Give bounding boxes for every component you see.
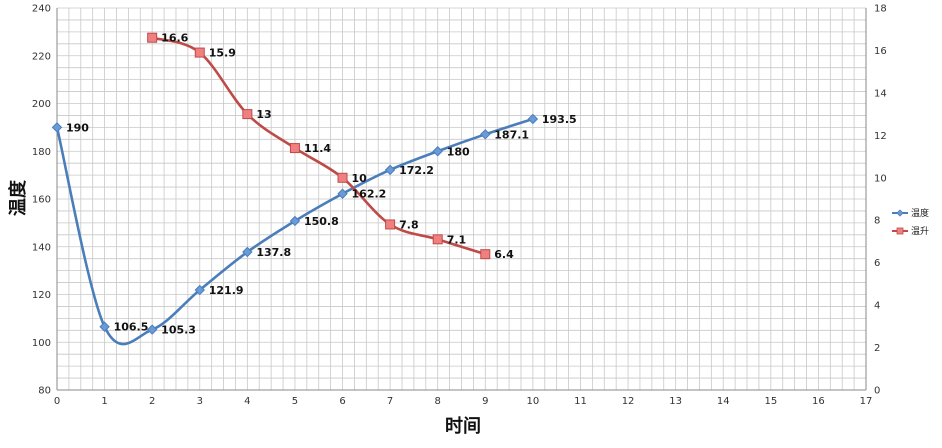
axes [56,8,867,391]
y-tick-label: 100 [32,338,51,349]
temperature-point [337,188,348,199]
temperature-rise-point [147,32,158,43]
temperature-point [51,122,63,133]
series-group [51,32,539,346]
temperature-point [384,164,396,176]
x-tick-label: 2 [149,396,155,407]
y2-tick-label: 10 [874,173,887,184]
temperature-point [432,146,443,157]
temperature-data-label: 162.2 [352,188,387,201]
temperature-rise-data-label: 11.4 [304,142,331,155]
x-tick-label: 14 [717,396,730,407]
temperature-rise-data-label: 10 [352,172,368,185]
x-tick-label: 4 [244,396,250,407]
temperature-data-label: 190 [66,121,89,134]
x-tick-label: 7 [387,396,393,407]
temperature-rise-point [337,172,348,183]
temperature-point [527,113,539,125]
y2-tick-label: 4 [874,301,880,312]
y-tick-label: 180 [32,147,51,158]
x-tick-label: 16 [812,396,825,407]
temperature-data-label: 121.9 [209,284,244,297]
temperature-rise-data-label: 13 [256,108,271,121]
x-axis-title: 时间 [445,416,481,437]
x-tick-label: 17 [860,396,873,407]
y-tick-label: 240 [32,4,51,15]
y2-tick-label: 2 [874,343,880,354]
x-tick-label: 11 [574,396,587,407]
temperature-point [194,284,205,296]
x-tick-label: 12 [622,396,635,407]
temperature-rise-point [432,234,443,245]
temperature-point [146,324,158,335]
temperature-point [480,129,491,140]
temperature-rise-point [385,219,396,230]
temperature-rise-data-label: 7.8 [399,218,419,231]
temperature-data-label: 180 [447,145,470,158]
temperature-data-label: 193.5 [542,113,577,126]
y2-tick-label: 8 [874,216,880,227]
temperature-point [242,246,253,258]
x-tick-label: 0 [54,396,60,407]
legend-label-temperature: 温度 [911,207,929,219]
x-tick-label: 5 [292,396,298,407]
x-tick-label: 6 [339,396,345,407]
legend-marker-temperature [896,209,904,217]
temperature-rise-point [289,143,300,154]
temperature-data-label: 172.2 [399,164,434,177]
temperature-point [289,215,301,227]
y2-tick-label: 18 [874,4,887,15]
y2-tick-label: 14 [874,88,887,99]
y-tick-label: 140 [32,242,51,253]
x-tick-label: 13 [669,396,682,407]
temperature-rise-data-label: 16.6 [161,32,188,45]
y-tick-label: 220 [32,51,51,62]
x-tick-label: 15 [764,396,777,407]
legend-label-temperature-rise: 温升 [911,226,929,237]
temperature-data-label: 105.3 [161,324,196,337]
temperature-rise-point [194,47,205,58]
y-tick-label: 200 [32,99,51,110]
y2-tick-label: 6 [874,258,880,269]
x-tick-label: 1 [101,396,107,407]
y-tick-label: 160 [32,195,51,206]
grid [56,7,867,391]
y-tick-label: 80 [38,386,51,397]
x-tick-label: 10 [527,396,540,407]
y-axis-title: 温度 [7,179,29,216]
y2-tick-label: 12 [874,131,887,142]
tick-labels: 0 1 2 3 4 5 6 7 8 9 10 11 12 13 14 15 16 1780100120140160… [32,4,887,408]
y2-tick-label: 0 [874,386,880,397]
x-tick-label: 9 [482,396,488,407]
legend-marker-temperature-rise [896,227,904,235]
temperature-rise-data-label: 7.1 [447,233,467,246]
y-tick-label: 120 [32,290,51,301]
temperature-rise-data-label: 6.4 [494,248,514,261]
temperature-data-label: 187.1 [494,128,529,141]
y2-tick-label: 16 [874,46,887,57]
temperature-rise-data-label: 15.9 [209,47,236,60]
temperature-rise-series-line [151,36,486,256]
x-tick-label: 8 [435,396,441,407]
temperature-rise-point [242,109,253,120]
x-tick-label: 3 [197,396,203,407]
temperature-data-label: 150.8 [304,215,339,228]
temperature-point [99,321,110,332]
temperature-data-label: 137.8 [256,246,291,259]
temperature-rise-point [480,249,491,260]
temperature-data-label: 106.5 [114,321,149,334]
